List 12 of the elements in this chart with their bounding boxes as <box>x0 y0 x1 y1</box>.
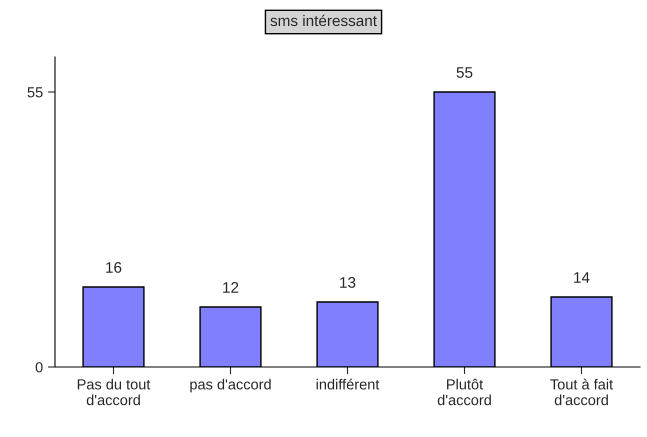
x-tick-label: Tout à fait d'accord <box>550 378 614 406</box>
x-tick-label: indifférent <box>316 378 380 390</box>
data-label: 14 <box>574 272 590 283</box>
x-tick-label: Pas du tout d'accord <box>78 378 150 406</box>
data-label: 55 <box>456 67 472 78</box>
x-tick-label: pas d'accord <box>190 378 271 392</box>
x-tick-label: Plutôt d'accord <box>438 378 491 406</box>
chart-title: sms intéressant <box>270 14 377 26</box>
data-label: 13 <box>340 277 356 288</box>
data-label: 12 <box>223 282 238 293</box>
data-label: 16 <box>106 262 122 273</box>
y-tick-label: 0 <box>36 362 43 372</box>
